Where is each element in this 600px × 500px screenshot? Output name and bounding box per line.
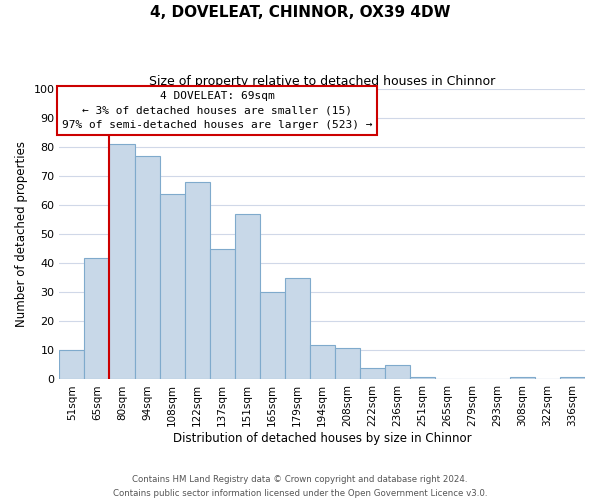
Bar bbox=[410, 376, 435, 380]
Bar bbox=[510, 376, 535, 380]
Bar bbox=[85, 258, 109, 380]
Bar bbox=[335, 348, 360, 380]
Text: 4, DOVELEAT, CHINNOR, OX39 4DW: 4, DOVELEAT, CHINNOR, OX39 4DW bbox=[150, 5, 450, 20]
X-axis label: Distribution of detached houses by size in Chinnor: Distribution of detached houses by size … bbox=[173, 432, 472, 445]
Bar bbox=[385, 365, 410, 380]
Bar bbox=[560, 376, 585, 380]
Bar bbox=[260, 292, 284, 380]
Bar bbox=[284, 278, 310, 380]
Y-axis label: Number of detached properties: Number of detached properties bbox=[15, 142, 28, 328]
Bar bbox=[360, 368, 385, 380]
Bar bbox=[109, 144, 134, 380]
Title: Size of property relative to detached houses in Chinnor: Size of property relative to detached ho… bbox=[149, 75, 496, 88]
Bar bbox=[185, 182, 209, 380]
Bar bbox=[310, 344, 335, 380]
Bar bbox=[209, 249, 235, 380]
Bar bbox=[160, 194, 185, 380]
Bar bbox=[235, 214, 260, 380]
Text: 4 DOVELEAT: 69sqm
← 3% of detached houses are smaller (15)
97% of semi-detached : 4 DOVELEAT: 69sqm ← 3% of detached house… bbox=[62, 90, 373, 130]
Bar bbox=[59, 350, 85, 380]
Bar bbox=[134, 156, 160, 380]
Text: Contains HM Land Registry data © Crown copyright and database right 2024.
Contai: Contains HM Land Registry data © Crown c… bbox=[113, 476, 487, 498]
